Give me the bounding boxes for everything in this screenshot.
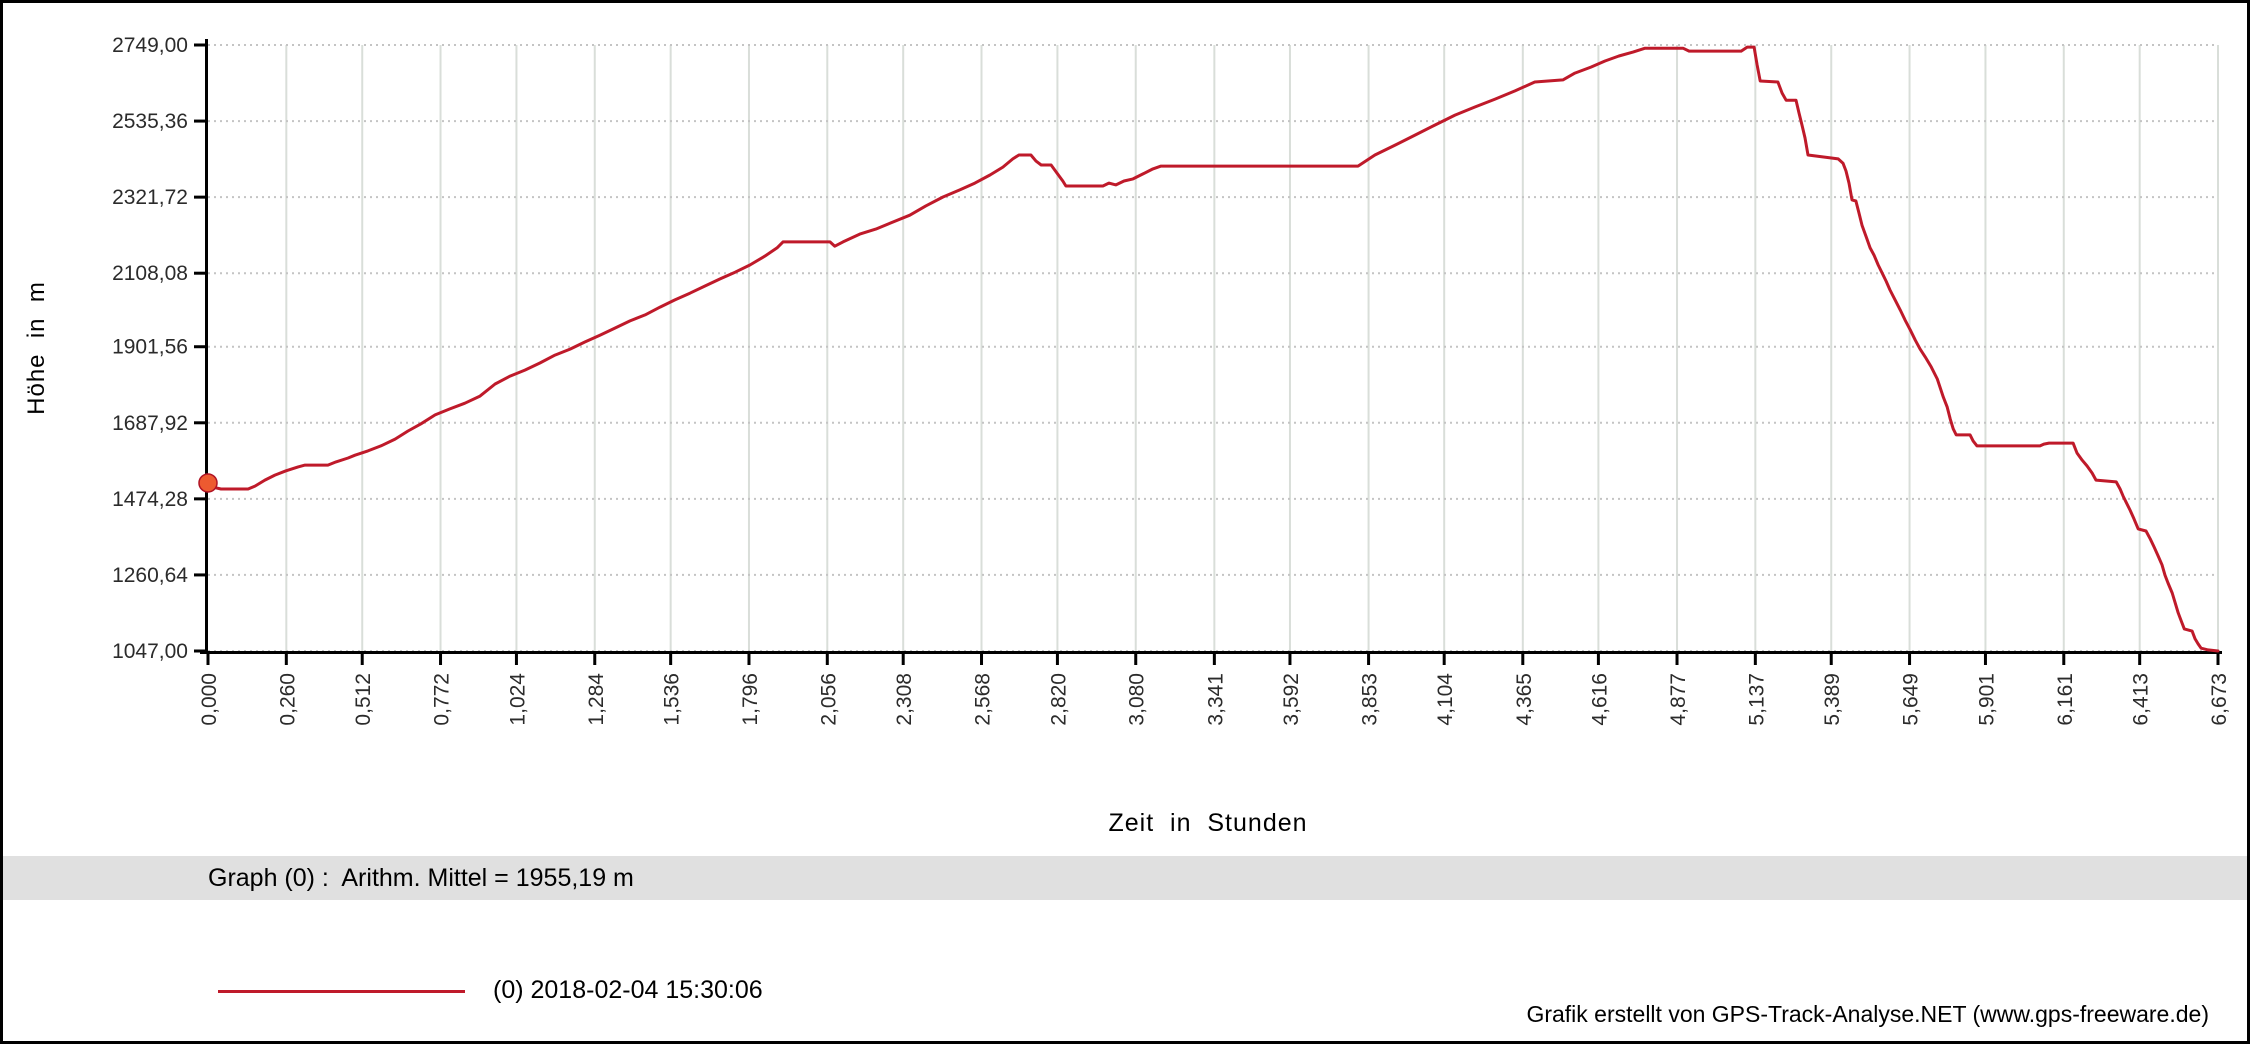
x-tick-label: 2,308 bbox=[893, 673, 916, 726]
legend: (0) 2018-02-04 15:30:06 bbox=[3, 963, 2247, 1013]
x-tick-label: 5,137 bbox=[1745, 673, 1768, 726]
x-tick-label: 5,901 bbox=[1975, 673, 1998, 726]
track-start-marker bbox=[198, 473, 218, 493]
footer-credit: Grafik erstellt von GPS-Track-Analyse.NE… bbox=[1526, 1001, 2209, 1027]
x-tick-label: 5,389 bbox=[1821, 673, 1844, 726]
x-tick-label: 6,673 bbox=[2208, 673, 2231, 726]
x-tick-label: 1,284 bbox=[585, 673, 608, 726]
x-tick-label: 0,512 bbox=[352, 673, 375, 726]
x-tick-label: 3,341 bbox=[1204, 673, 1227, 726]
info-bar-text: Graph (0) : Arithm. Mittel = 1955,19 m bbox=[208, 864, 634, 892]
x-tick-label: 2,820 bbox=[1047, 673, 1070, 726]
y-tick-label: 2108,08 bbox=[112, 262, 188, 285]
elevation-chart: 2749,00 2535,36 2321,72 2108,08 1901,56 1687,… bbox=[112, 34, 2231, 726]
y-tick-label: 2321,72 bbox=[112, 186, 188, 209]
x-tick-label: 2,056 bbox=[817, 673, 840, 726]
y-tick-label: 1901,56 bbox=[112, 336, 188, 359]
legend-line-sample bbox=[218, 990, 465, 993]
x-tick-label: 3,853 bbox=[1359, 673, 1382, 726]
x-tick-label: 0,772 bbox=[431, 673, 454, 726]
x-tick-label: 6,161 bbox=[2054, 673, 2077, 726]
y-tick-label: 2749,00 bbox=[112, 34, 188, 57]
x-axis-title: Zeit in Stunden bbox=[1108, 809, 1308, 837]
legend-label: (0) 2018-02-04 15:30:06 bbox=[493, 976, 763, 1004]
y-axis-title: Höhe in m bbox=[23, 281, 50, 415]
x-tick-label: 6,413 bbox=[2130, 673, 2153, 726]
x-tick-label: 4,616 bbox=[1588, 673, 1611, 726]
y-tick-label: 1260,64 bbox=[112, 564, 188, 587]
x-tick-label: 0,260 bbox=[276, 673, 299, 726]
elevation-line bbox=[206, 45, 2220, 653]
x-tick-label: 1,796 bbox=[739, 673, 762, 726]
x-tick-label: 4,104 bbox=[1434, 673, 1457, 726]
y-tick-label: 1474,28 bbox=[112, 488, 188, 511]
x-tick-label: 0,000 bbox=[198, 673, 221, 726]
x-tick-label: 3,080 bbox=[1126, 673, 1149, 726]
x-tick-label: 4,365 bbox=[1513, 673, 1536, 726]
info-bar: Graph (0) : Arithm. Mittel = 1955,19 m bbox=[3, 856, 2247, 900]
y-tick-label: 1687,92 bbox=[112, 412, 188, 435]
x-tick-label: 1,024 bbox=[506, 673, 529, 726]
x-tick-label: 2,568 bbox=[972, 673, 995, 726]
y-tick-label: 1047,00 bbox=[112, 640, 188, 663]
x-tick-label: 1,536 bbox=[661, 673, 684, 726]
x-tick-label: 4,877 bbox=[1667, 673, 1690, 726]
y-tick-label: 2535,36 bbox=[112, 110, 188, 133]
x-tick-label: 5,649 bbox=[1900, 673, 1923, 726]
x-tick-label: 3,592 bbox=[1280, 673, 1303, 726]
